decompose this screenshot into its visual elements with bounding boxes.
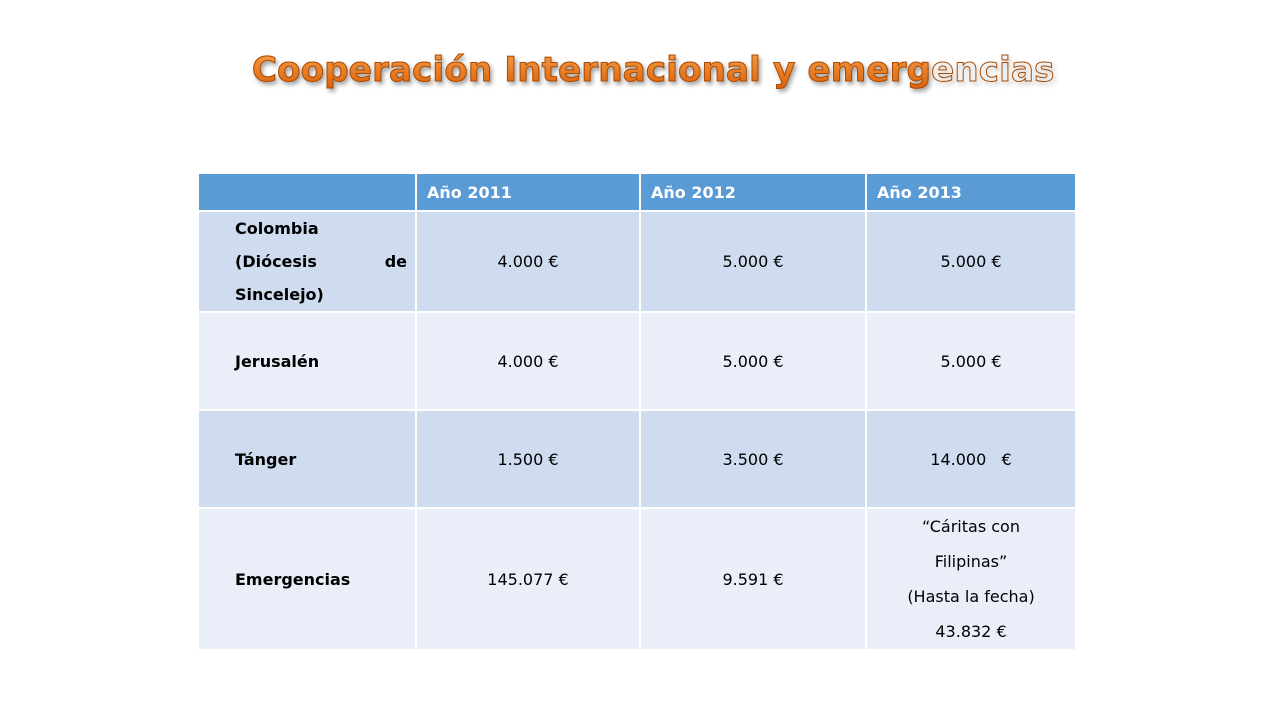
value-cell: 5.000 € [865, 210, 1077, 313]
value-cell-caritas-filipinas: “Cáritas con Filipinas” (Hasta la fecha) 43… [865, 507, 1077, 651]
value-cell: 1.500 € [415, 409, 641, 509]
value-cell: 9.591 € [639, 507, 867, 651]
value-cell: 14.000 € [865, 409, 1077, 509]
row-label-line: Sincelejo) [235, 285, 324, 304]
row-label-line: (Diócesis de [235, 252, 407, 271]
value-line: (Hasta la fecha) [907, 587, 1035, 606]
value-cell: 3.500 € [639, 409, 867, 509]
value-cell: 5.000 € [865, 311, 1077, 411]
table-row: Jerusalén 4.000 € 5.000 € 5.000 € [197, 311, 1077, 411]
table-row: Emergencias 145.077 € 9.591 € “Cáritas c… [197, 507, 1077, 651]
row-label-jerusalen: Jerusalén [197, 311, 417, 411]
header-cell-2012: Año 2012 [639, 172, 867, 212]
value-line: 43.832 € [935, 622, 1007, 641]
cooperation-table: Año 2011 Año 2012 Año 2013 Colombia (Dióc… [197, 172, 1077, 651]
value-cell: 4.000 € [415, 210, 641, 313]
value-cell: 145.077 € [415, 507, 641, 651]
row-label-emergencias: Emergencias [197, 507, 417, 651]
slide-title: Cooperación Internacional y emergencias [252, 50, 1055, 91]
header-cell-2013: Año 2013 [865, 172, 1077, 212]
header-cell-2011: Año 2011 [415, 172, 641, 212]
row-label-tanger: Tánger [197, 409, 417, 509]
table-header-row: Año 2011 Año 2012 Año 2013 [197, 172, 1077, 212]
value-cell: 4.000 € [415, 311, 641, 411]
row-label-colombia: Colombia (Diócesis de Sincelejo) [197, 210, 417, 313]
header-cell-blank [197, 172, 417, 212]
table-row: Colombia (Diócesis de Sincelejo) 4.000 € 5… [197, 210, 1077, 313]
value-cell: 5.000 € [639, 311, 867, 411]
value-line: Filipinas” [934, 552, 1008, 571]
value-line: “Cáritas con [922, 517, 1020, 536]
table-row: Tánger 1.500 € 3.500 € 14.000 € [197, 409, 1077, 509]
value-cell: 5.000 € [639, 210, 867, 313]
row-label-line: Colombia [235, 219, 319, 238]
